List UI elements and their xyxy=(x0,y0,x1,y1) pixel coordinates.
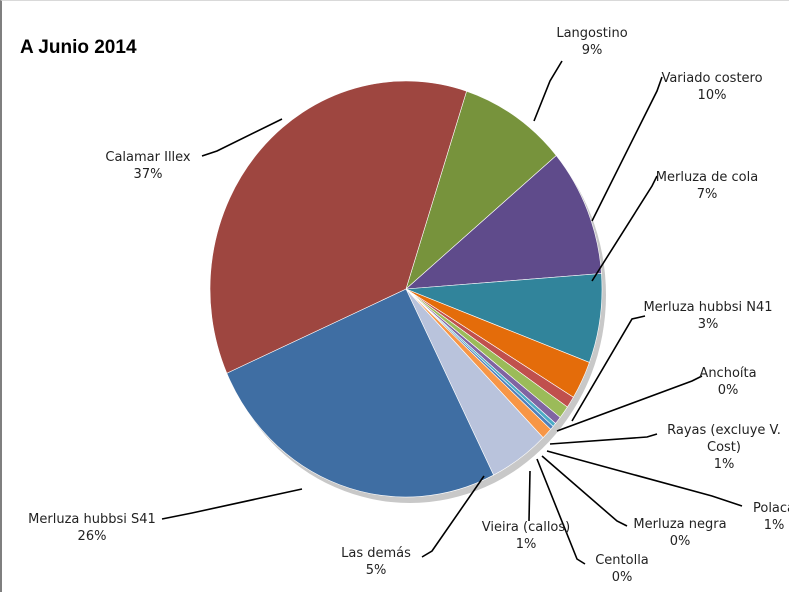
slice-label: Calamar Illex xyxy=(105,150,191,165)
leader-line xyxy=(533,60,563,122)
slice-value-label: 9% xyxy=(582,43,603,58)
chart-title: A Junio 2014 xyxy=(20,37,137,58)
leader-line xyxy=(571,315,646,422)
leader-line xyxy=(201,118,283,157)
pie-slice-merluza-hubbsi-s41 xyxy=(226,288,495,498)
leader-line xyxy=(591,175,658,282)
slice-label: Langostino xyxy=(556,26,627,41)
leader-line xyxy=(591,76,663,222)
slice-label: Las demás xyxy=(341,546,411,561)
slice-value-label: 0% xyxy=(718,383,739,398)
slice-label: Polaca xyxy=(753,501,789,516)
slice-value-label: 3% xyxy=(698,317,719,332)
slice-label: Vieira (callos) xyxy=(482,520,570,535)
leader-line xyxy=(528,470,531,522)
slice-label: Rayas (excluye V. Cost) xyxy=(667,423,781,455)
slice-label: Merluza hubbsi N41 xyxy=(643,300,772,315)
slice-value-label: 1% xyxy=(714,457,735,472)
leader-line xyxy=(536,458,586,565)
slice-label: Variado costero xyxy=(661,71,762,86)
slice-value-label: 10% xyxy=(698,88,727,103)
leader-line xyxy=(546,450,743,507)
slice-value-label: 0% xyxy=(670,534,691,549)
slice-label: Merluza negra xyxy=(633,517,726,532)
leader-line xyxy=(549,433,658,445)
slice-label: Anchoíta xyxy=(699,366,756,381)
slice-value-label: 7% xyxy=(697,187,718,202)
leader-line xyxy=(421,475,485,558)
slice-value-label: 5% xyxy=(366,563,387,578)
leader-line xyxy=(541,455,628,527)
slice-value-label: 26% xyxy=(78,529,107,544)
slice-label: Merluza de cola xyxy=(656,170,758,185)
pie-slice-langostino xyxy=(405,90,557,290)
leader-line xyxy=(161,488,303,520)
slice-value-label: 1% xyxy=(764,518,785,533)
slice-label: Centolla xyxy=(595,553,649,568)
pie-slice-calamar-illex xyxy=(209,80,467,374)
leader-line xyxy=(556,375,703,432)
slice-value-label: 37% xyxy=(134,167,163,182)
slice-value-label: 0% xyxy=(612,570,633,585)
slice-value-label: 1% xyxy=(516,537,537,552)
slice-label: Merluza hubbsi S41 xyxy=(28,512,156,527)
